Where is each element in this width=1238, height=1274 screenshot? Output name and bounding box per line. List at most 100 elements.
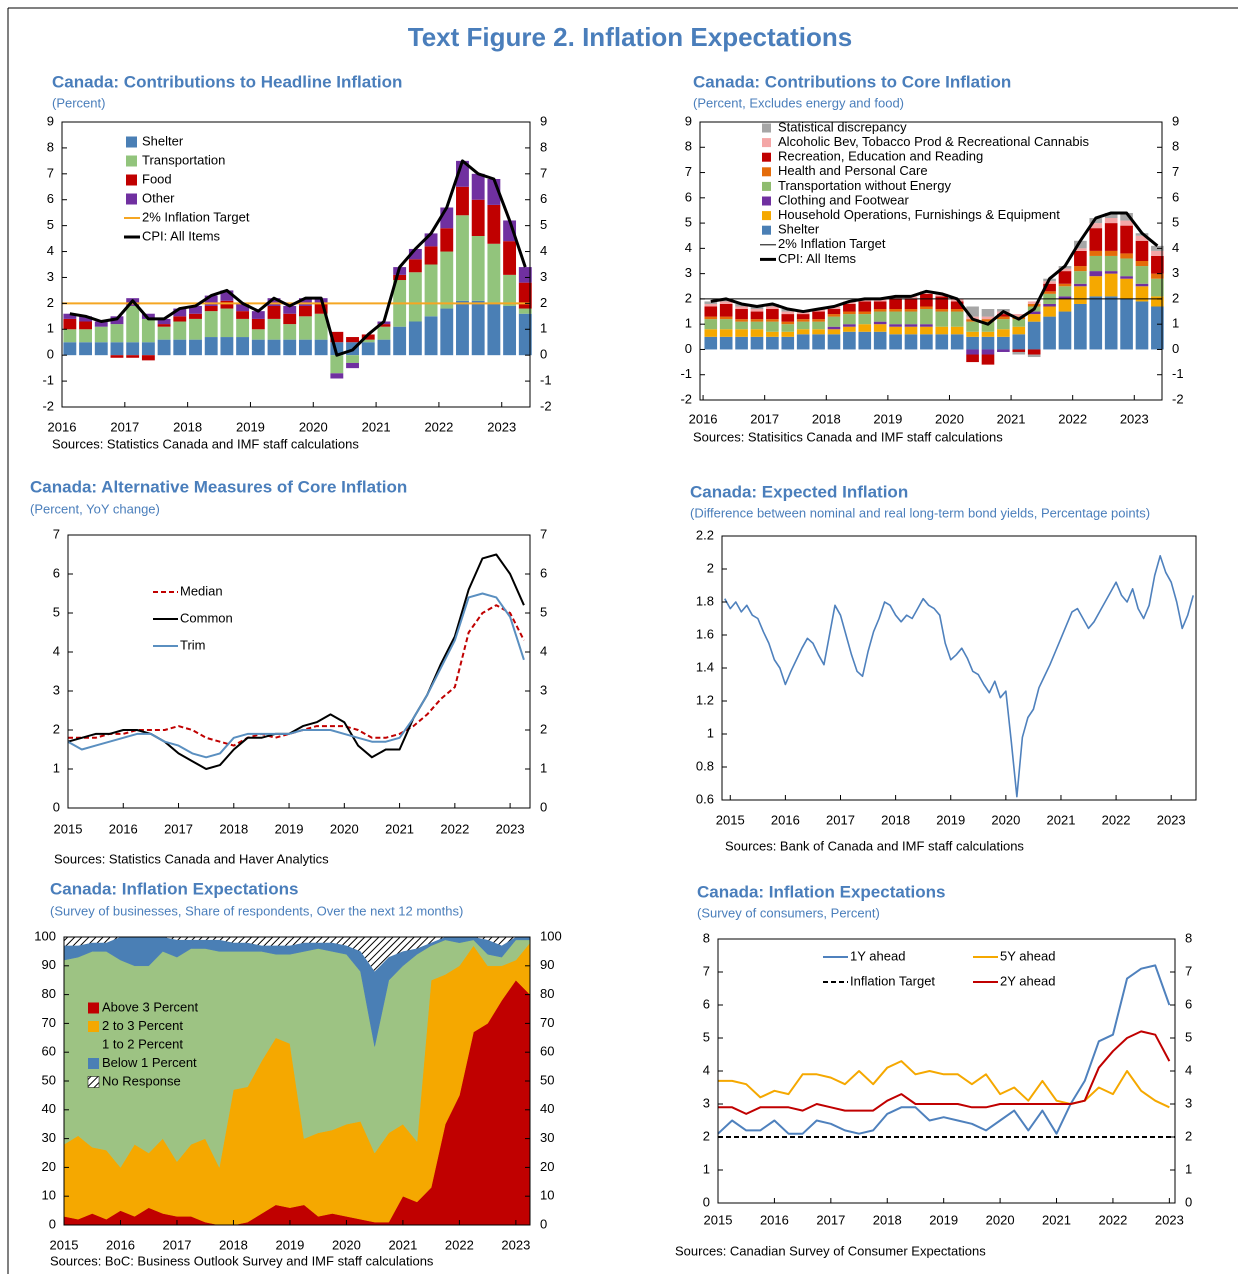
- legend-swatch: [762, 181, 771, 191]
- bar-segment: [920, 326, 933, 335]
- y2-tick-label: -2: [540, 398, 552, 413]
- x-tick-label: 2017: [110, 419, 139, 434]
- legend-swatch: [88, 1058, 99, 1069]
- bar-segment: [1151, 278, 1164, 297]
- y2-tick-label: 4: [1185, 1062, 1192, 1077]
- bar-segment: [704, 301, 718, 304]
- legend-label: Above 3 Percent: [102, 999, 199, 1014]
- bar-segment: [873, 311, 887, 322]
- bar-segment: [766, 336, 779, 350]
- bar-segment: [220, 308, 234, 338]
- y-tick-label: 1: [53, 760, 60, 775]
- bar-segment: [1135, 240, 1149, 261]
- y-tick-label: 3: [47, 269, 54, 284]
- y2-tick-label: 20: [540, 1159, 554, 1174]
- legend-label: CPI: All Items: [142, 228, 221, 243]
- bar-segment: [719, 336, 733, 350]
- line: [724, 555, 1195, 798]
- legend-swatch: [762, 138, 771, 148]
- bar-segment: [1089, 296, 1103, 350]
- bar-segment: [1135, 283, 1149, 287]
- y-tick-label: 1: [685, 316, 692, 331]
- bar-segment: [796, 321, 810, 330]
- x-tick-label: 2020: [986, 1212, 1015, 1227]
- y-tick-label: 2: [47, 295, 54, 310]
- line: [710, 211, 1159, 326]
- y2-tick-label: 6: [1185, 996, 1192, 1011]
- x-tick-label: 2015: [50, 1237, 79, 1252]
- x-tick-label: 2016: [760, 1212, 789, 1227]
- legend-label: Health and Personal Care: [778, 163, 928, 178]
- legend-label: 2% Inflation Target: [778, 236, 886, 251]
- bar-segment: [750, 329, 764, 337]
- y-tick-label: 2.2: [696, 527, 714, 542]
- x-tick-label: 2023: [1120, 411, 1149, 426]
- bar-segment: [781, 331, 795, 337]
- bar-segment: [1043, 303, 1056, 307]
- x-tick-label: 2019: [936, 812, 965, 827]
- y2-tick-label: 7: [1185, 963, 1192, 978]
- bar-segment: [997, 319, 1010, 330]
- y-tick-label: 7: [685, 164, 692, 179]
- legend-label: Household Operations, Furnishings & Equi…: [778, 207, 1060, 222]
- y-tick-label: 1.4: [696, 659, 714, 674]
- bar-segment: [189, 318, 202, 340]
- x-tick-label: 2022: [1098, 1212, 1127, 1227]
- x-tick-label: 2018: [173, 419, 202, 434]
- bar-segment: [330, 355, 344, 374]
- x-tick-label: 2018: [873, 1212, 902, 1227]
- y2-tick-label: 2: [1185, 1128, 1192, 1143]
- legend-swatch: [88, 1039, 99, 1051]
- y-tick-label: 3: [703, 1095, 710, 1110]
- y-tick-label: 7: [703, 963, 710, 978]
- bar-segment: [812, 329, 825, 335]
- line: [69, 159, 527, 357]
- bar-segment: [267, 305, 281, 319]
- y2-tick-label: 2: [540, 721, 547, 736]
- bar-segment: [920, 306, 933, 310]
- bar-segment: [766, 319, 779, 322]
- legend-swatch: [126, 136, 137, 148]
- y2-tick-label: 3: [1185, 1095, 1192, 1110]
- legend-label: Inflation Target: [850, 973, 935, 988]
- bar-segment: [518, 308, 532, 314]
- bar-segment: [981, 319, 995, 322]
- y-tick-label: 0: [47, 347, 54, 362]
- legend-label: Transportation without Energy: [778, 178, 951, 193]
- bar-segment: [966, 354, 979, 363]
- bar-segment: [173, 316, 187, 322]
- bar-segment: [904, 326, 918, 335]
- bar-segment: [1027, 314, 1041, 322]
- bar-segment: [94, 321, 108, 327]
- bar-segment: [704, 336, 718, 350]
- legend-label: 2% Inflation Target: [142, 209, 250, 224]
- bar-segment: [1074, 250, 1087, 267]
- bar-segment: [781, 324, 795, 332]
- bar-segment: [1074, 303, 1087, 350]
- x-tick-label: 2015: [716, 812, 745, 827]
- legend-swatch: [762, 196, 771, 206]
- bar-segment: [1104, 223, 1118, 251]
- x-tick-label: 2019: [929, 1212, 958, 1227]
- y2-tick-label: 10: [540, 1188, 554, 1203]
- y2-tick-label: 6: [540, 191, 547, 206]
- legend-label: 5Y ahead: [1000, 948, 1055, 963]
- bar-segment: [719, 301, 733, 304]
- bar-segment: [889, 334, 902, 350]
- area: [64, 937, 530, 972]
- bar-segment: [79, 321, 92, 330]
- bar-segment: [126, 355, 140, 358]
- legend-swatch: [126, 155, 137, 167]
- x-tick-label: 2021: [385, 821, 414, 836]
- bar-segment: [298, 339, 312, 356]
- bar-segment: [157, 318, 171, 325]
- bar-segment: [1151, 273, 1164, 279]
- y2-tick-label: -1: [540, 373, 552, 388]
- y-tick-label: 50: [42, 1072, 56, 1087]
- y2-tick-label: 0: [540, 799, 547, 814]
- x-tick-label: 2023: [1155, 1212, 1184, 1227]
- y-tick-label: -2: [42, 398, 54, 413]
- chart-subtitle: (Difference between nominal and real lon…: [690, 505, 1150, 520]
- legend-swatch: [87, 1076, 100, 1088]
- y2-tick-label: 80: [540, 986, 554, 1001]
